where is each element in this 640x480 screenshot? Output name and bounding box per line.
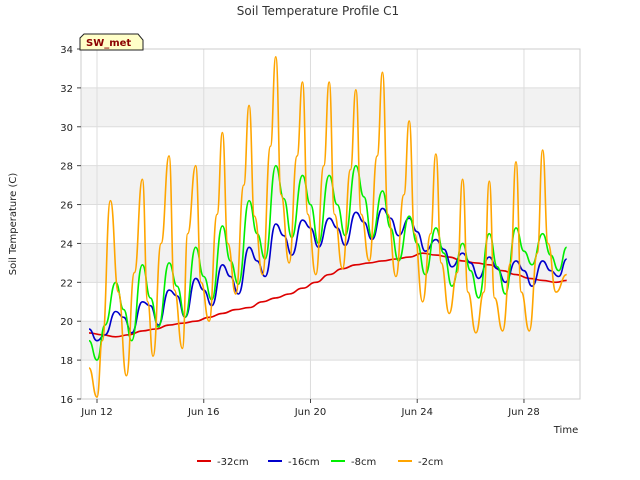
legend-label: -16cm [288,457,320,468]
x-tick-label: Jun 20 [294,407,327,418]
series-line-minus-8cm [88,164,568,361]
y-axis-title: Soil Temperature (C) [8,173,19,276]
y-tick-label: 24 [60,239,73,250]
legend-label: -2cm [418,457,443,468]
legend-label: -8cm [351,457,376,468]
y-tick-label: 30 [60,123,73,134]
y-tick-label: 20 [60,317,73,328]
x-axis-title: Time [553,425,578,436]
plot-area [81,48,580,400]
y-tick-label: 16 [60,395,73,406]
legend: -32cm -16cm -8cm -2cm [197,457,443,468]
axes: 16 18 20 22 24 26 28 30 32 34 Jun 12 Jun 16 Jun 20 Ju… [60,45,581,418]
series-line-minus-32cm [88,252,567,338]
x-tick-label: Jun 24 [400,407,433,418]
grid-band [81,243,580,283]
series-line-minus-16cm [88,207,568,342]
x-tick-label: Jun 28 [507,407,540,418]
plot-border [80,48,581,400]
y-tick-label: 28 [60,162,73,173]
series-line-minus-2cm [88,55,567,398]
y-tick-label: 32 [60,84,73,95]
grid-band [81,165,580,205]
chart-title: Soil Temperature Profile C1 [237,4,399,18]
badge-box [79,33,144,51]
station-badge: SW_met [79,33,144,51]
y-tick-label: 26 [60,201,73,212]
grid-band [81,321,580,361]
y-tick-label: 34 [60,45,73,56]
y-tick-label: 18 [60,356,73,367]
x-tick-label: Jun 16 [187,407,220,418]
series-lines [88,55,568,398]
legend-label: -32cm [217,457,249,468]
badge-label: SW_met [86,38,131,49]
x-tick-label: Jun 12 [80,407,113,418]
y-tick-label: 22 [60,278,73,289]
